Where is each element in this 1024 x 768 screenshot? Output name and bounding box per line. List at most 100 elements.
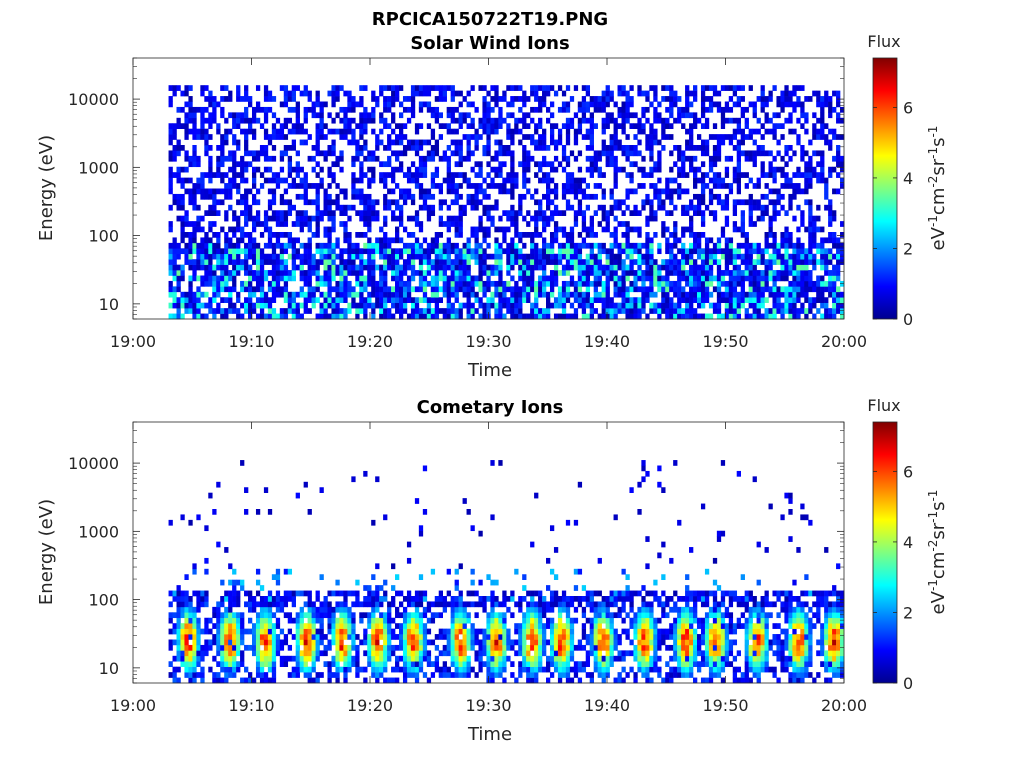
heatmap-cell [271, 612, 277, 619]
heatmap-cell [307, 601, 312, 608]
heatmap-cell [442, 199, 447, 206]
heatmap-cell [327, 259, 332, 265]
heatmap-cell [724, 308, 730, 314]
heatmap-cell [506, 308, 511, 314]
heatmap-cell [255, 666, 261, 673]
heatmap-cell [263, 275, 269, 282]
heatmap-cell [343, 112, 348, 119]
heatmap-cell [653, 188, 658, 195]
heatmap-cell [569, 291, 575, 298]
heatmap-cell [311, 297, 316, 303]
heatmap-cell [700, 150, 706, 157]
heatmap-cell [418, 193, 424, 200]
heatmap-cell [303, 215, 308, 222]
heatmap-cell [259, 270, 265, 276]
heatmap-cell [371, 275, 376, 282]
heatmap-cell [367, 150, 372, 157]
heatmap-cell [565, 188, 571, 195]
heatmap-cell [498, 150, 503, 157]
heatmap-cell [569, 259, 575, 265]
heatmap-cell [704, 204, 710, 211]
heatmap-cell [792, 308, 797, 314]
heatmap-cell [383, 117, 388, 124]
heatmap-cell [573, 264, 579, 271]
heatmap-cell [200, 291, 205, 298]
heatmap-cell [788, 96, 793, 102]
heatmap-cell [585, 155, 591, 162]
heatmap-cell [708, 166, 714, 173]
heatmap-cell [577, 166, 583, 173]
heatmap-cell [736, 291, 741, 298]
heatmap-cell [514, 308, 519, 314]
heatmap-cell [236, 112, 241, 119]
heatmap-cell [315, 612, 320, 619]
heatmap-cell [220, 677, 225, 684]
heatmap-cell [168, 242, 173, 249]
heatmap-cell [387, 291, 392, 298]
heatmap-cell [510, 297, 515, 303]
heatmap-cell [426, 155, 432, 162]
heatmap-cell [216, 672, 221, 678]
heatmap-cell [601, 226, 606, 233]
heatmap-cell [216, 232, 221, 238]
heatmap-cell [315, 101, 320, 108]
heatmap-cell [538, 275, 543, 282]
heatmap-cell [597, 155, 602, 162]
heatmap-cell [192, 612, 197, 619]
heatmap-cell [426, 313, 432, 320]
heatmap-cell [367, 270, 372, 276]
heatmap-cell [800, 253, 805, 260]
heatmap-cell [792, 302, 797, 309]
heatmap-cell [494, 204, 499, 211]
heatmap-cell [506, 259, 511, 265]
heatmap-cell [275, 172, 281, 178]
heatmap-cell [796, 248, 801, 255]
heatmap-cell [311, 612, 316, 619]
heatmap-cell [335, 193, 340, 200]
heatmap-cell [577, 123, 583, 129]
heatmap-cell [303, 650, 308, 657]
heatmap-cell [192, 617, 197, 624]
heatmap-cell [395, 150, 400, 157]
heatmap-cell [263, 606, 269, 613]
heatmap-cell [665, 96, 670, 102]
heatmap-cell [677, 280, 682, 287]
heatmap-cell [720, 139, 726, 146]
heatmap-cell [311, 661, 316, 667]
heatmap-cell [796, 101, 801, 108]
heatmap-cell [673, 188, 678, 195]
heatmap-cell [315, 655, 320, 662]
heatmap-cell [355, 302, 360, 309]
heatmap-cell [200, 112, 205, 119]
heatmap-cell [188, 128, 193, 135]
heatmap-cell [251, 308, 257, 314]
x-tick-label: 19:10 [228, 332, 274, 351]
heatmap-cell [244, 487, 249, 493]
heatmap-cell [216, 199, 221, 206]
heatmap-cell [613, 139, 618, 146]
heatmap-cell [335, 291, 340, 298]
heatmap-cell [196, 308, 201, 314]
heatmap-cell [323, 297, 328, 303]
heatmap-cell [299, 253, 304, 260]
heatmap-cell [613, 253, 618, 260]
heatmap-cell [633, 204, 638, 211]
heatmap-cell [820, 253, 825, 260]
heatmap-cell [414, 286, 420, 293]
heatmap-cell [681, 204, 686, 211]
heatmap-cell [748, 275, 753, 282]
heatmap-cell [267, 677, 273, 684]
heatmap-cell [494, 253, 499, 260]
heatmap-cell [259, 650, 265, 657]
heatmap-cell [255, 623, 261, 629]
heatmap-cell [434, 275, 440, 282]
heatmap-cell [319, 639, 324, 646]
heatmap-cell [585, 242, 591, 249]
heatmap-cell [796, 280, 801, 287]
heatmap-cell [327, 237, 332, 244]
heatmap-cell [172, 264, 177, 271]
heatmap-cell [267, 90, 273, 97]
heatmap-cell [645, 291, 650, 298]
heatmap-cell [601, 128, 606, 135]
heatmap-cell [208, 270, 213, 276]
